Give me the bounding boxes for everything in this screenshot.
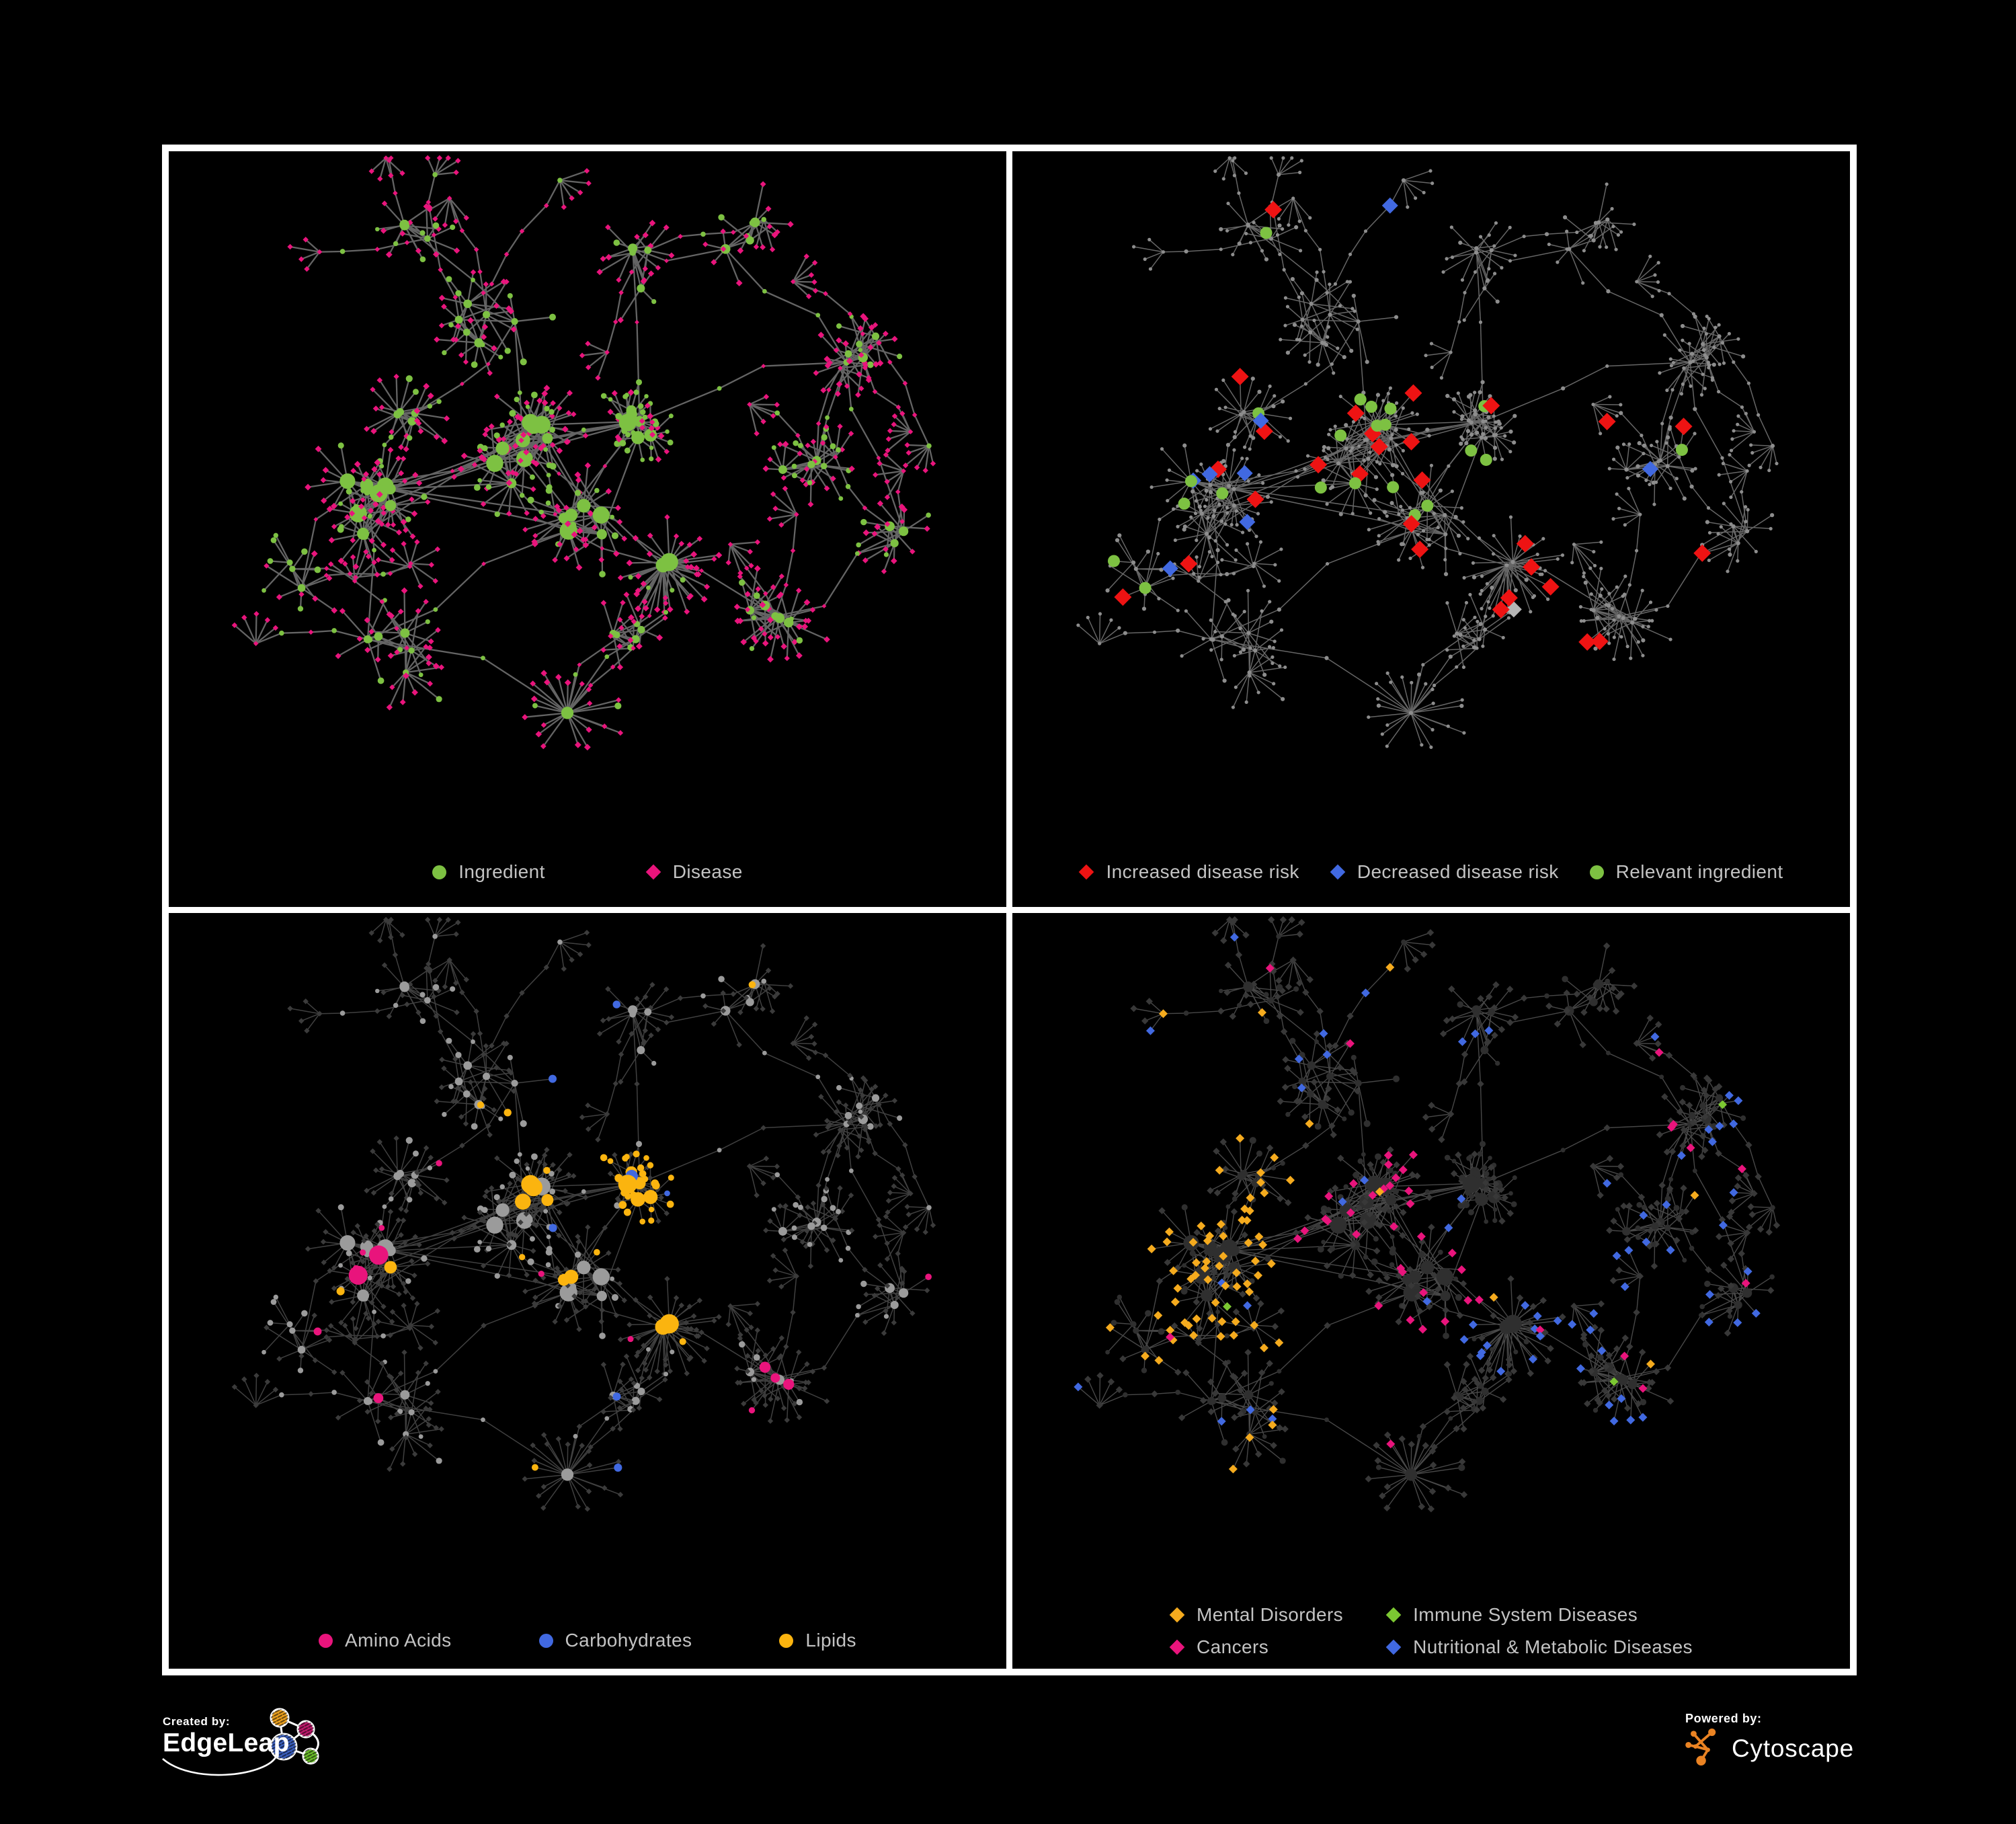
legend-item: Immune System Diseases xyxy=(1386,1604,1693,1626)
legend-marker-diamond xyxy=(1079,865,1094,880)
legend-item-label: Immune System Diseases xyxy=(1413,1604,1638,1626)
legend-item: Cancers xyxy=(1170,1636,1343,1658)
legend-item: Mental Disorders xyxy=(1170,1604,1343,1626)
legend-item-label: Cancers xyxy=(1197,1636,1268,1658)
panel-disease-classes: Mental Disorders Immune System Diseases Ca… xyxy=(1012,913,1850,1669)
created-by-label: Created by: xyxy=(163,1715,290,1729)
four-panel-frame: Ingredient Disease Increased disease risk… xyxy=(162,145,1857,1675)
panel-legend: Mental Disorders Immune System Diseases Ca… xyxy=(1012,1604,1850,1658)
panel-ingredient-disease: Ingredient Disease xyxy=(169,151,1006,907)
powered-by-label: Powered by: xyxy=(1685,1712,1854,1726)
network-graph-ingredient-disease xyxy=(169,151,1006,907)
legend-item-label: Carbohydrates xyxy=(565,1630,692,1651)
legend-marker-circle xyxy=(779,1634,793,1648)
legend-marker-diamond xyxy=(1330,865,1346,880)
legend-item-label: Relevant ingredient xyxy=(1616,861,1783,883)
legend-marker-circle xyxy=(539,1634,553,1648)
legend-item-label: Lipids xyxy=(805,1630,856,1651)
cytoscape-logo-icon xyxy=(1685,1729,1723,1769)
legend-item: Decreased disease risk xyxy=(1330,861,1559,883)
legend-marker-diamond xyxy=(1170,1640,1185,1655)
legend-item: Lipids xyxy=(779,1630,856,1651)
network-graph-nutrient-classes xyxy=(169,913,1006,1669)
legend-marker-diamond xyxy=(1386,1608,1402,1623)
legend-item-label: Nutritional & Metabolic Diseases xyxy=(1413,1636,1693,1658)
legend-item-label: Amino Acids xyxy=(345,1630,451,1651)
edgeleap-swoosh xyxy=(163,1757,276,1775)
network-graph-disease-classes xyxy=(1012,913,1850,1669)
legend-item: Amino Acids xyxy=(319,1630,451,1651)
legend-marker-circle xyxy=(319,1634,333,1648)
legend-item-label: Increased disease risk xyxy=(1106,861,1299,883)
legend-item: Nutritional & Metabolic Diseases xyxy=(1386,1636,1693,1658)
legend-item: Disease xyxy=(646,861,743,883)
legend-item: Carbohydrates xyxy=(539,1630,692,1651)
legend-item-label: Mental Disorders xyxy=(1197,1604,1343,1626)
legend-item: Ingredient xyxy=(432,861,545,883)
legend-item: Relevant ingredient xyxy=(1590,861,1783,883)
network-graph-disease-risk xyxy=(1012,151,1850,907)
legend-marker-diamond xyxy=(1170,1608,1185,1623)
powered-by-block: Powered by: Cytoscape xyxy=(1685,1712,1854,1769)
legend-marker-circle xyxy=(1590,865,1604,879)
panel-legend: Ingredient Disease xyxy=(169,861,1006,883)
panel-legend: Increased disease risk Decreased disease … xyxy=(1012,861,1850,883)
legend-item-label: Ingredient xyxy=(458,861,545,883)
legend-item-label: Disease xyxy=(673,861,743,883)
cytoscape-logo-text: Cytoscape xyxy=(1732,1735,1854,1763)
created-by-block: Created by: EdgeLeap xyxy=(163,1715,290,1759)
legend-marker-diamond xyxy=(1386,1640,1402,1655)
edgeleap-logo-text: EdgeLeap xyxy=(163,1729,290,1759)
panel-disease-risk: Increased disease risk Decreased disease … xyxy=(1012,151,1850,907)
legend-item: Increased disease risk xyxy=(1079,861,1299,883)
cytoscape-logo-row: Cytoscape xyxy=(1685,1729,1854,1769)
legend-marker-circle xyxy=(432,865,446,879)
panel-legend: Amino Acids Carbohydrates Lipids xyxy=(169,1630,1006,1651)
legend-item-label: Decreased disease risk xyxy=(1357,861,1559,883)
panel-nutrient-classes: Amino Acids Carbohydrates Lipids xyxy=(169,913,1006,1669)
legend-marker-diamond xyxy=(645,865,661,880)
